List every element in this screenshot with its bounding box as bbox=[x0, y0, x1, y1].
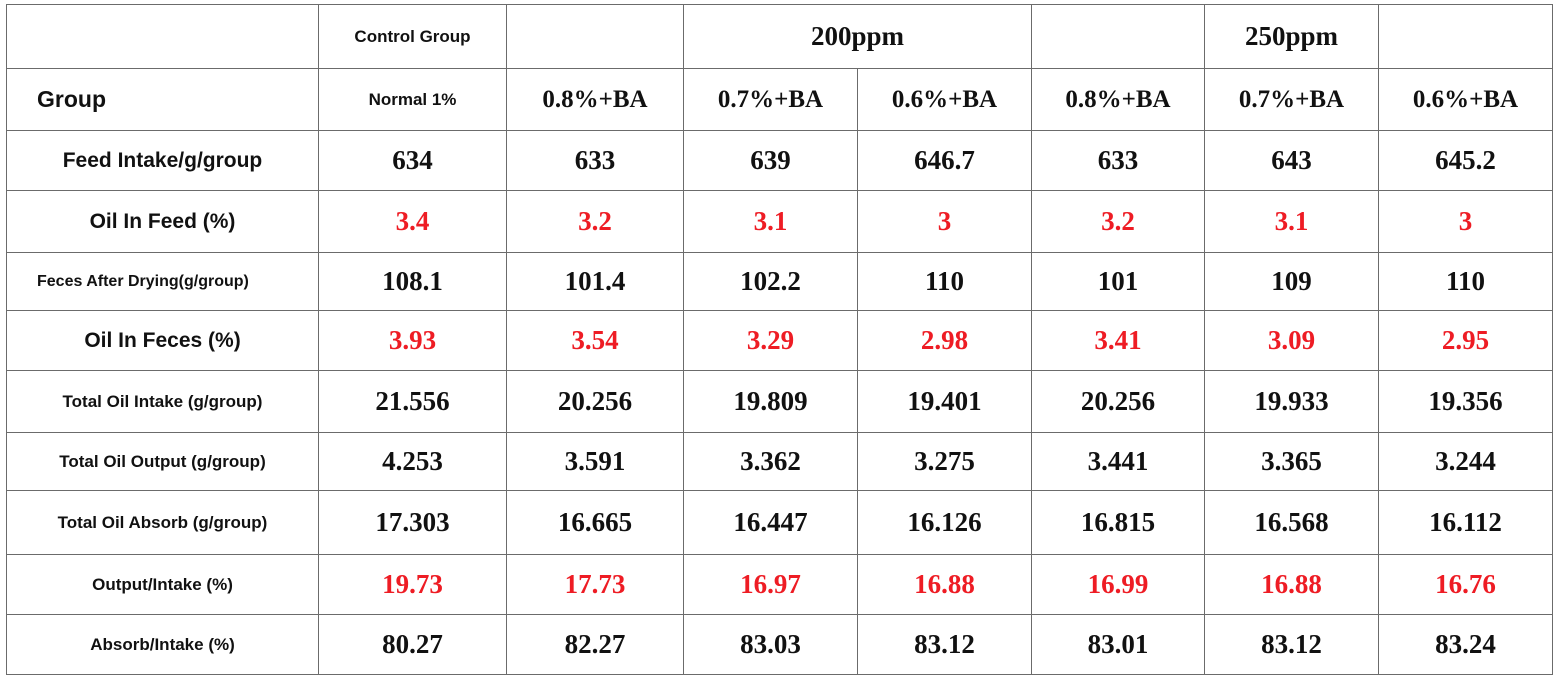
oil-absorption-table: Control Group 200ppm 250ppm Group Normal… bbox=[6, 4, 1553, 675]
table-cell: 83.12 bbox=[857, 614, 1032, 675]
table-cell: 3.441 bbox=[1031, 432, 1205, 491]
table-cell: 16.76 bbox=[1378, 554, 1553, 615]
table-cell: 16.568 bbox=[1204, 490, 1379, 555]
table-cell: 16.99 bbox=[1031, 554, 1205, 615]
table-cell: 3.591 bbox=[506, 432, 684, 491]
table-cell: 645.2 bbox=[1378, 130, 1553, 191]
table-cell: 108.1 bbox=[318, 252, 507, 311]
table-row: Total Oil Absorb (g/group) 17.303 16.665… bbox=[6, 490, 1553, 555]
table-cell: 109 bbox=[1204, 252, 1379, 311]
table-row: Feces After Drying(g/group) 108.1 101.4 … bbox=[6, 252, 1553, 311]
table-row: Total Oil Intake (g/group) 21.556 20.256… bbox=[6, 370, 1553, 433]
table-cell: 83.24 bbox=[1378, 614, 1553, 675]
table-cell: 17.303 bbox=[318, 490, 507, 555]
table-cell: 21.556 bbox=[318, 370, 507, 433]
table-cell: 2.95 bbox=[1378, 310, 1553, 371]
row-label: Total Oil Intake (g/group) bbox=[6, 370, 319, 433]
table-cell: 633 bbox=[506, 130, 684, 191]
table-cell: 3.1 bbox=[1204, 190, 1379, 253]
column-header: 0.6%+BA bbox=[857, 68, 1032, 131]
table-cell: 16.447 bbox=[683, 490, 858, 555]
table-cell: 4.253 bbox=[318, 432, 507, 491]
table-cell: 639 bbox=[683, 130, 858, 191]
table-cell: 3.2 bbox=[1031, 190, 1205, 253]
table-cell: 19.356 bbox=[1378, 370, 1553, 433]
header-row-group: Group Normal 1% 0.8%+BA 0.7%+BA 0.6%+BA … bbox=[6, 68, 1553, 131]
row-label: Total Oil Output (g/group) bbox=[6, 432, 319, 491]
table-row: Oil In Feces (%) 3.93 3.54 3.29 2.98 3.4… bbox=[6, 310, 1553, 371]
table-cell: 110 bbox=[857, 252, 1032, 311]
table-cell: 3.41 bbox=[1031, 310, 1205, 371]
table-cell: 19.809 bbox=[683, 370, 858, 433]
table-cell: 20.256 bbox=[1031, 370, 1205, 433]
table-cell: 101 bbox=[1031, 252, 1205, 311]
table-cell: 16.112 bbox=[1378, 490, 1553, 555]
control-group-header: Control Group bbox=[318, 4, 507, 69]
table-cell: 3.365 bbox=[1204, 432, 1379, 491]
table-cell: 633 bbox=[1031, 130, 1205, 191]
table-cell: 16.88 bbox=[857, 554, 1032, 615]
column-header: 0.7%+BA bbox=[683, 68, 858, 131]
table-cell: 2.98 bbox=[857, 310, 1032, 371]
column-header: 0.6%+BA bbox=[1378, 68, 1553, 131]
table-cell: 3.2 bbox=[506, 190, 684, 253]
header-spacer-cell bbox=[1378, 4, 1553, 69]
table-row: Feed Intake/g/group 634 633 639 646.7 63… bbox=[6, 130, 1553, 191]
row-label: Absorb/Intake (%) bbox=[6, 614, 319, 675]
table-cell: 3.93 bbox=[318, 310, 507, 371]
row-label: Feces After Drying(g/group) bbox=[6, 252, 319, 311]
table-cell: 19.401 bbox=[857, 370, 1032, 433]
table-cell: 3.244 bbox=[1378, 432, 1553, 491]
table-cell: 102.2 bbox=[683, 252, 858, 311]
table-cell: 3.54 bbox=[506, 310, 684, 371]
table-cell: 83.03 bbox=[683, 614, 858, 675]
table-cell: 82.27 bbox=[506, 614, 684, 675]
header-corner-cell bbox=[6, 4, 319, 69]
table-row: Oil In Feed (%) 3.4 3.2 3.1 3 3.2 3.1 3 bbox=[6, 190, 1553, 253]
table-row: Absorb/Intake (%) 80.27 82.27 83.03 83.1… bbox=[6, 614, 1553, 675]
group-label: Group bbox=[6, 68, 319, 131]
header-row-dose: Control Group 200ppm 250ppm bbox=[6, 4, 1553, 69]
table-cell: 3.09 bbox=[1204, 310, 1379, 371]
table-cell: 16.97 bbox=[683, 554, 858, 615]
row-label: Output/Intake (%) bbox=[6, 554, 319, 615]
table-cell: 643 bbox=[1204, 130, 1379, 191]
dose-250ppm-header: 250ppm bbox=[1204, 4, 1379, 69]
table-cell: 3.29 bbox=[683, 310, 858, 371]
column-header: 0.8%+BA bbox=[1031, 68, 1205, 131]
table-cell: 3.362 bbox=[683, 432, 858, 491]
table-cell: 17.73 bbox=[506, 554, 684, 615]
table-row: Total Oil Output (g/group) 4.253 3.591 3… bbox=[6, 432, 1553, 491]
table-cell: 3 bbox=[857, 190, 1032, 253]
table-cell: 83.01 bbox=[1031, 614, 1205, 675]
table-cell: 83.12 bbox=[1204, 614, 1379, 675]
table-cell: 16.665 bbox=[506, 490, 684, 555]
table-cell: 646.7 bbox=[857, 130, 1032, 191]
table-cell: 19.933 bbox=[1204, 370, 1379, 433]
table-cell: 19.73 bbox=[318, 554, 507, 615]
header-spacer-cell bbox=[506, 4, 684, 69]
row-label: Feed Intake/g/group bbox=[6, 130, 319, 191]
column-header: 0.7%+BA bbox=[1204, 68, 1379, 131]
table-cell: 16.88 bbox=[1204, 554, 1379, 615]
table-cell: 634 bbox=[318, 130, 507, 191]
table-cell: 101.4 bbox=[506, 252, 684, 311]
row-label: Oil In Feces (%) bbox=[6, 310, 319, 371]
table-cell: 3.1 bbox=[683, 190, 858, 253]
table-cell: 3.275 bbox=[857, 432, 1032, 491]
table-cell: 110 bbox=[1378, 252, 1553, 311]
dose-200ppm-header: 200ppm bbox=[683, 4, 1032, 69]
table-cell: 20.256 bbox=[506, 370, 684, 433]
row-label: Total Oil Absorb (g/group) bbox=[6, 490, 319, 555]
table-row: Output/Intake (%) 19.73 17.73 16.97 16.8… bbox=[6, 554, 1553, 615]
column-header: 0.8%+BA bbox=[506, 68, 684, 131]
table-cell: 80.27 bbox=[318, 614, 507, 675]
table-cell: 16.815 bbox=[1031, 490, 1205, 555]
table-cell: 3 bbox=[1378, 190, 1553, 253]
table-cell: 3.4 bbox=[318, 190, 507, 253]
table-cell: 16.126 bbox=[857, 490, 1032, 555]
column-header: Normal 1% bbox=[318, 68, 507, 131]
row-label: Oil In Feed (%) bbox=[6, 190, 319, 253]
header-spacer-cell bbox=[1031, 4, 1205, 69]
